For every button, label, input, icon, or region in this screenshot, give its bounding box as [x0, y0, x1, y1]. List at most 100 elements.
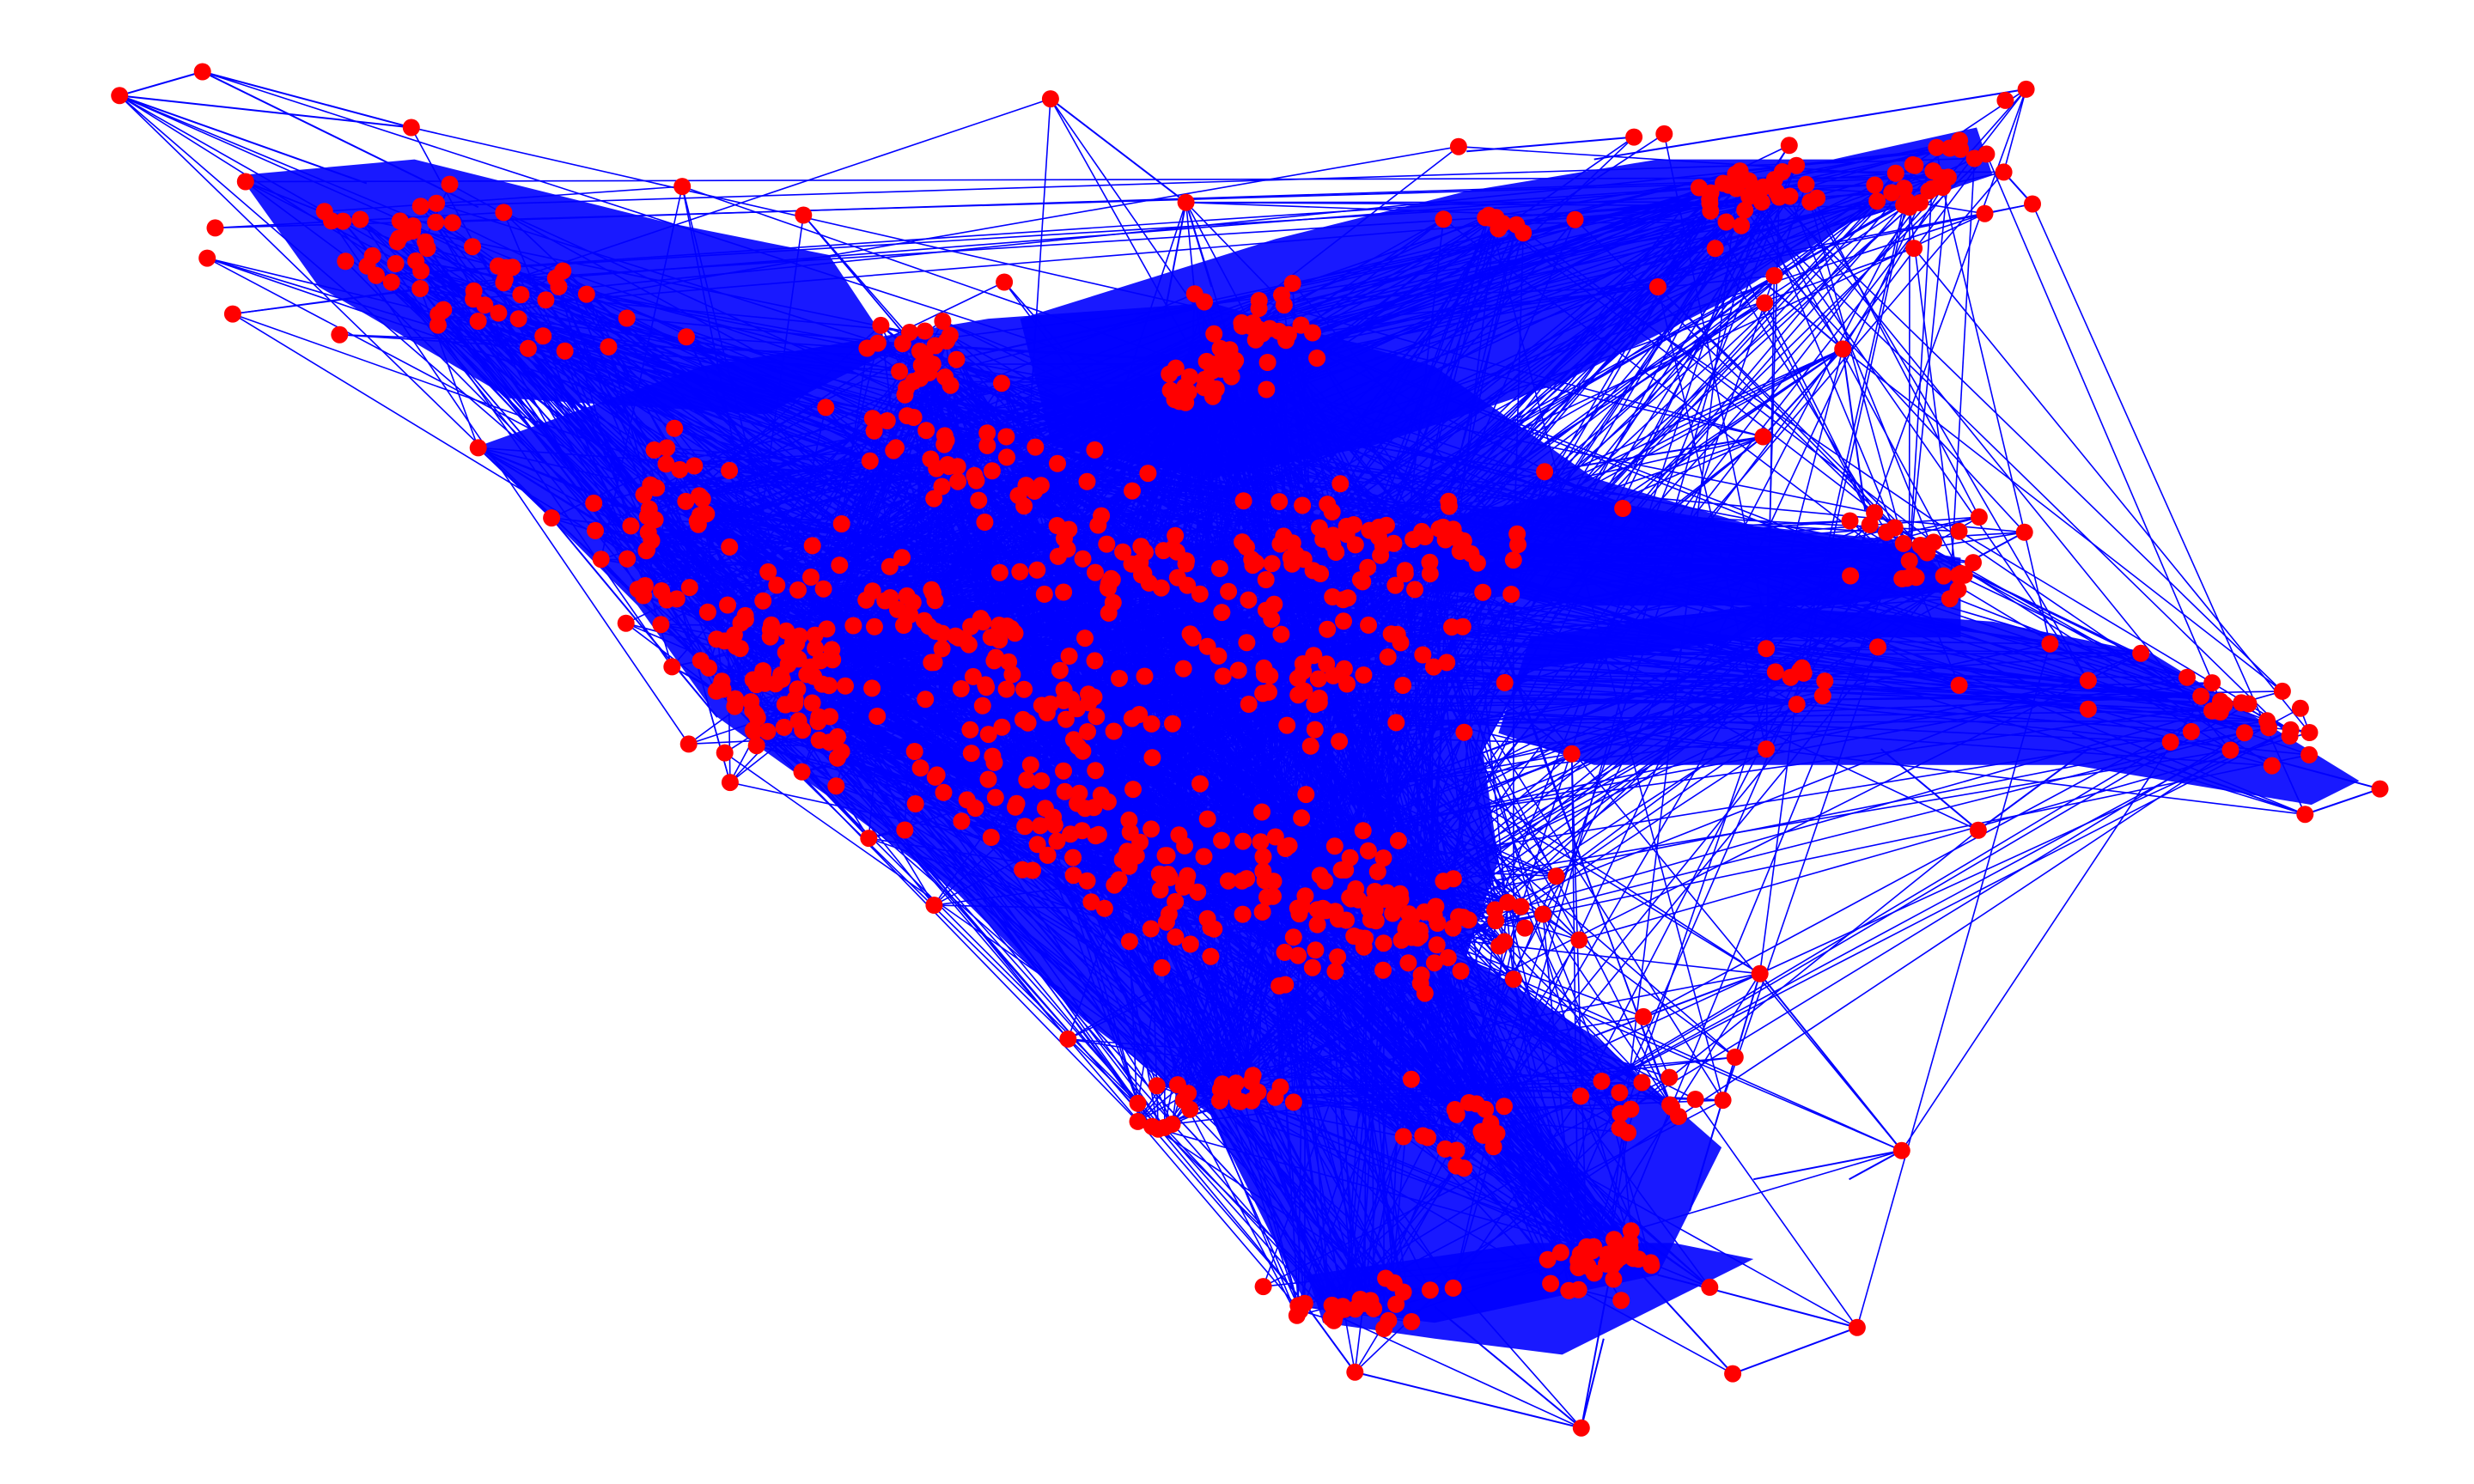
- node: [1024, 861, 1041, 879]
- node: [934, 313, 952, 330]
- edge: [828, 741, 1397, 1305]
- edge-peripheral-5: [1050, 98, 1187, 204]
- node: [1284, 928, 1302, 946]
- edge: [1363, 945, 1438, 1304]
- edge: [1799, 164, 1914, 672]
- edge: [1452, 1122, 1492, 1289]
- edge: [1246, 200, 1878, 548]
- node: [1275, 527, 1293, 545]
- node: [1229, 1092, 1247, 1110]
- edge: [1378, 536, 1767, 750]
- edge: [119, 94, 1176, 537]
- node: [1607, 1245, 1625, 1263]
- node: [1203, 387, 1222, 405]
- edge: [812, 544, 2213, 712]
- node: [1449, 137, 1467, 155]
- edge: [1395, 584, 1959, 686]
- node: [925, 654, 943, 672]
- edge: [1343, 620, 1508, 903]
- edge-peripheral-12: [1593, 435, 1764, 575]
- node: [1123, 709, 1141, 727]
- node: [1488, 1124, 1506, 1142]
- edge: [1758, 671, 1801, 974]
- edge: [1958, 574, 2221, 702]
- node: [1238, 634, 1256, 652]
- node: [1424, 658, 1442, 676]
- node: [2015, 523, 2033, 541]
- node: [673, 178, 692, 196]
- edge: [1139, 562, 1159, 1129]
- node: [727, 690, 745, 708]
- node: [966, 466, 984, 484]
- node: [1337, 861, 1355, 879]
- node: [1085, 799, 1103, 817]
- node: [1087, 762, 1105, 780]
- edge: [518, 318, 2310, 733]
- node: [666, 419, 684, 437]
- node: [677, 492, 695, 510]
- edge: [923, 133, 1665, 622]
- node: [1181, 935, 1199, 953]
- node: [1842, 567, 1860, 585]
- node: [747, 737, 765, 755]
- edge: [1765, 349, 1843, 649]
- node: [1551, 1244, 1569, 1262]
- node: [1064, 731, 1082, 749]
- node: [1421, 1281, 1439, 1299]
- node: [831, 556, 849, 575]
- edge: [119, 94, 710, 669]
- node: [1444, 1279, 1462, 1297]
- edge: [1278, 501, 1979, 831]
- node: [363, 246, 381, 265]
- edge: [1476, 729, 2291, 1105]
- edge: [1210, 927, 1454, 1289]
- node: [1886, 164, 1904, 182]
- edge: [1156, 1085, 1639, 1260]
- edge: [1185, 560, 1484, 593]
- node: [1354, 573, 1372, 591]
- node: [1788, 156, 1806, 174]
- node: [1167, 543, 1185, 561]
- node: [429, 316, 447, 334]
- edge: [1408, 913, 1486, 1110]
- node: [1055, 681, 1073, 699]
- edge: [1131, 490, 1887, 533]
- node: [1474, 583, 1492, 601]
- node: [1765, 171, 1783, 188]
- node: [1496, 1098, 1513, 1116]
- node: [1536, 463, 1554, 481]
- edge: [1278, 331, 1916, 579]
- node: [1289, 946, 1307, 964]
- node: [979, 770, 997, 788]
- node: [1180, 368, 1198, 386]
- edge: [1270, 275, 1775, 330]
- node: [469, 439, 487, 457]
- edge: [637, 294, 1283, 590]
- node: [617, 614, 635, 632]
- edge: [1343, 620, 1791, 678]
- node: [622, 517, 640, 535]
- node: [1163, 1116, 1181, 1133]
- edge: [1657, 286, 1767, 750]
- edge: [202, 70, 2245, 733]
- edge: [943, 444, 1130, 942]
- node: [1361, 521, 1379, 539]
- node: [1965, 554, 1982, 572]
- edge: [1310, 745, 1629, 1134]
- node: [1841, 512, 1859, 530]
- node: [1278, 716, 1296, 734]
- node: [1976, 204, 1994, 222]
- node: [698, 603, 716, 621]
- node: [1949, 581, 1967, 599]
- node: [1808, 189, 1826, 207]
- node: [952, 680, 970, 697]
- node: [832, 515, 850, 532]
- node: [824, 651, 842, 669]
- node: [1585, 1264, 1603, 1282]
- node: [193, 63, 211, 81]
- edge: [1252, 1074, 1723, 1101]
- node: [1329, 948, 1347, 966]
- node: [1098, 535, 1116, 553]
- node: [788, 635, 806, 653]
- node: [998, 448, 1015, 466]
